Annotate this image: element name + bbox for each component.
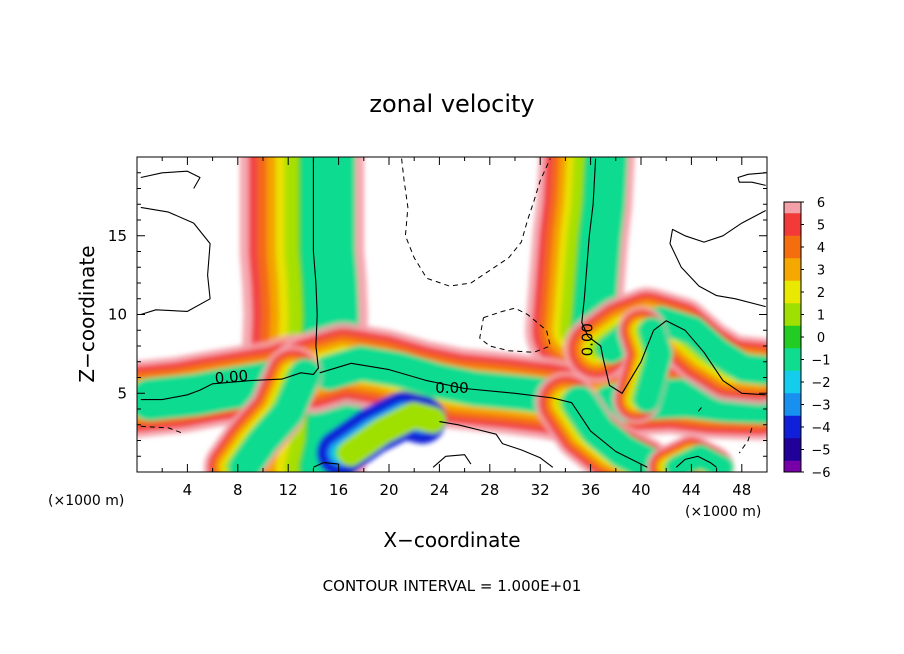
band-bottom-right-dome-level--1 (665, 444, 734, 472)
colorbar-swatch (784, 235, 801, 248)
colorbar-swatch (784, 224, 801, 237)
colorbar-label: −4 (811, 421, 830, 436)
x-tick-label: 4 (183, 481, 193, 499)
colorbar-label: 2 (817, 286, 825, 301)
colorbar-label: −2 (811, 376, 830, 391)
x-tick-label: 16 (329, 481, 348, 499)
x-tick-label: 28 (480, 481, 499, 499)
contour-label-0: 0.00 (214, 367, 249, 388)
x-tick-label: 20 (379, 481, 398, 499)
dashed-contour-1 (479, 307, 551, 353)
colorbar-label: −3 (811, 399, 830, 414)
colorbar-swatch (784, 269, 801, 282)
colorbar-swatch (784, 292, 801, 304)
colorbar-swatch (784, 359, 801, 372)
colorbar-swatch (784, 258, 801, 270)
y-tick-label: 15 (108, 227, 127, 245)
x-tick-label: 24 (430, 481, 449, 499)
dashed-contour-0 (401, 158, 551, 287)
x-tick-label: 36 (581, 481, 600, 499)
colorbar-label: 3 (817, 264, 825, 279)
dashed-contour-3 (738, 427, 753, 454)
band-diagonal-lower-right (534, 371, 673, 472)
colorbar-label: 4 (817, 241, 825, 256)
band-left-vertical-plume (239, 157, 372, 472)
colorbar-swatch (784, 280, 801, 293)
velocity-color-field (137, 157, 767, 472)
x-axis-label: X−coordinate (383, 528, 520, 552)
x-axis-unit-right: (×1000 m) (685, 504, 761, 520)
colorbar-swatch (784, 213, 801, 225)
solid-contour-0 (140, 158, 319, 401)
solid-contour-8 (737, 172, 766, 186)
colorbar-label: 1 (817, 309, 825, 324)
chart-title: zonal velocity (369, 90, 534, 118)
colorbar-label: −6 (811, 466, 830, 481)
colorbar-swatch (784, 247, 801, 259)
solid-contour-4 (675, 455, 717, 468)
x-tick-label: 8 (233, 481, 243, 499)
colorbar-swatch (784, 393, 801, 405)
colorbar-swatch (784, 438, 801, 450)
band-right-inner-arm (612, 306, 674, 424)
solid-contour-7 (669, 210, 766, 308)
dashed-contour-4 (697, 407, 702, 413)
colorbar-swatch (784, 348, 801, 360)
band-left-vertical-plume-level--1 (301, 157, 363, 472)
band-lower-left-diagonal-level--1 (228, 358, 322, 472)
x-tick-label: 44 (682, 481, 701, 499)
dashed-contour-2 (140, 425, 182, 434)
colorbar-swatch (784, 460, 801, 473)
band-lower-center-blob (316, 391, 447, 472)
x-tick-label: 32 (531, 481, 550, 499)
x-axis-unit-left: (×1000 m) (48, 493, 124, 509)
colorbar-swatch (784, 427, 801, 439)
colorbar-swatch (784, 325, 801, 338)
contour-labels: 0.00 0.00 0.00 (214, 323, 597, 397)
colorbar-swatch (784, 337, 801, 349)
colorbar-swatch (784, 370, 801, 383)
contour-label-2: 0.00 (579, 323, 597, 356)
colorbar-swatch (784, 404, 801, 417)
colorbar-label: 5 (817, 219, 825, 234)
colorbar-swatch (784, 303, 801, 315)
solid-contour-5 (140, 206, 211, 316)
y-axis-label: Z−coordinate (75, 245, 99, 382)
colorbar-swatch (784, 202, 801, 214)
x-tick-label: 40 (631, 481, 650, 499)
y-tick-label: 10 (108, 306, 127, 324)
colorbar-label: 6 (817, 196, 825, 211)
colorbar-swatch (784, 314, 801, 327)
solid-contour-10 (432, 454, 472, 468)
colorbar-swatch (784, 415, 801, 428)
colorbar-swatch (784, 449, 801, 462)
solid-contour-6 (140, 170, 201, 189)
band-right-inner-arm-level--1 (633, 317, 673, 413)
solid-contour-1 (319, 362, 648, 468)
x-axis-ticks: 4 8 12 16 20 24 28 32 36 40 44 48 (161, 157, 751, 499)
y-tick-label: 5 (117, 384, 127, 402)
band-lower-center-blob-level-1 (337, 402, 446, 467)
colorbar-swatch (784, 382, 801, 394)
band-bottom-right-dome (646, 434, 735, 472)
contour-lines (140, 158, 766, 468)
y-axis-ticks: 5 10 15 (108, 172, 767, 457)
contour-label-1: 0.00 (435, 379, 468, 397)
colorbar-label: −1 (811, 354, 830, 369)
colorbar-label: 0 (817, 331, 825, 346)
solid-contour-3 (313, 462, 339, 468)
x-tick-label: 48 (732, 481, 751, 499)
solid-contour-9 (439, 421, 554, 468)
contour-interval-note: CONTOUR INTERVAL = 1.000E+01 (323, 577, 582, 595)
x-tick-label: 12 (279, 481, 298, 499)
band-diagonal-lower-right-level--1 (561, 385, 672, 472)
band-lower-left-diagonal (203, 345, 322, 472)
solid-contour-2 (581, 158, 766, 396)
colorbar-label: −5 (811, 444, 830, 459)
colorbar: 6 5 4 3 2 1 0 −1 −2 −3 −4 −5 −6 (783, 196, 831, 481)
